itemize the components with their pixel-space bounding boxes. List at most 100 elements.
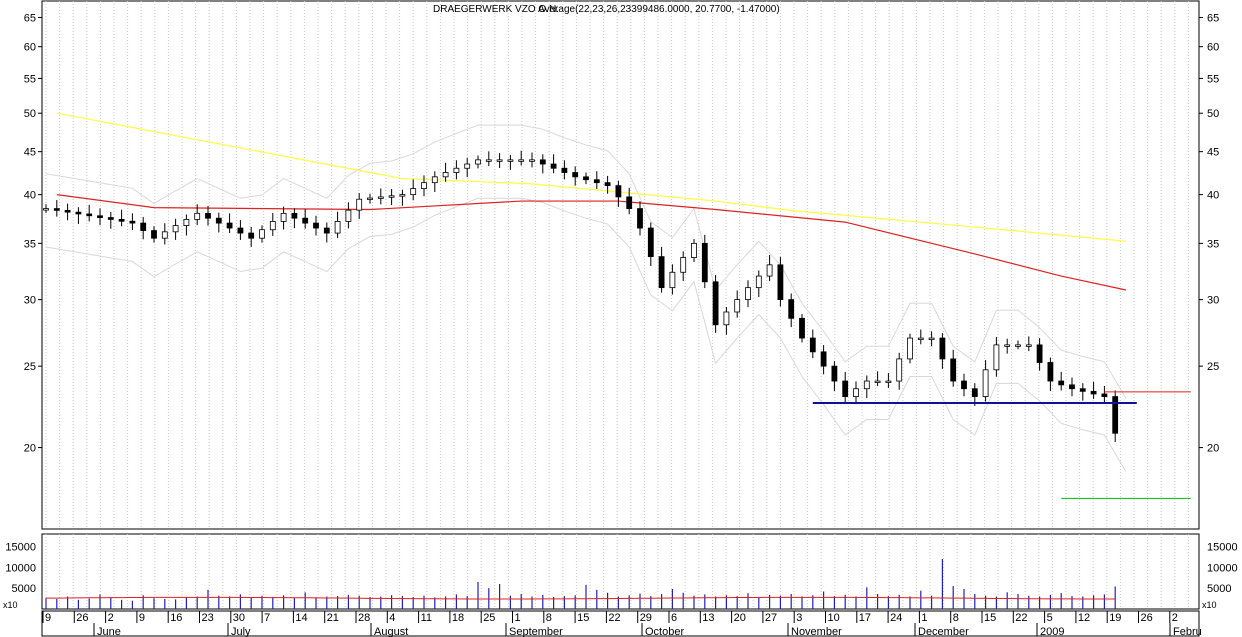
candle-body: [226, 222, 233, 229]
candle-body: [183, 219, 190, 226]
candle-body: [1036, 344, 1043, 363]
candle-body: [593, 179, 600, 184]
candle-body: [961, 380, 967, 390]
price-tick-label-left: 65: [24, 12, 36, 24]
month-tick-label: Febru: [1173, 626, 1202, 637]
candlesticks: [43, 150, 1119, 442]
day-tick-label: 21: [327, 612, 339, 624]
day-tick-label: 10: [828, 612, 840, 624]
candle-body: [1025, 344, 1032, 347]
price-tick-label-right: 35: [1207, 238, 1219, 250]
panel-frames: [41, 0, 1200, 637]
price-tick-label-right: 45: [1207, 147, 1219, 159]
price-tick-label-right: 60: [1207, 42, 1219, 54]
candle-body: [485, 159, 492, 162]
day-tick-label: 14: [295, 612, 307, 624]
day-tick-label: 15: [577, 612, 589, 624]
candle-body: [691, 242, 697, 258]
day-tick-label: 7: [264, 612, 270, 624]
price-tick-label-right: 40: [1207, 190, 1219, 202]
price-tick-label-right: 20: [1207, 443, 1219, 455]
volume-tick-label-right: 10000: [1207, 562, 1238, 574]
candle-body: [993, 344, 1000, 371]
day-tick-label: 8: [953, 612, 959, 624]
candle-body: [431, 176, 438, 184]
candle-body: [518, 159, 525, 162]
candle-body: [107, 217, 114, 220]
month-tick-label: July: [231, 626, 251, 637]
candle-body: [658, 256, 665, 289]
candle-body: [237, 227, 244, 234]
candle-body: [53, 208, 60, 211]
day-tick-label: 26: [1141, 612, 1153, 624]
candle-body: [1079, 388, 1086, 392]
month-tick-label: December: [918, 626, 969, 637]
candle-body: [583, 176, 589, 181]
day-tick-label: 23: [202, 612, 214, 624]
price-tick-label-left: 40: [24, 190, 36, 202]
envelope-bands: [45, 124, 1127, 472]
candle-body: [550, 163, 557, 169]
candle-body: [464, 163, 471, 169]
price-tick-label-left: 25: [24, 361, 36, 373]
day-tick-label: 29: [640, 612, 652, 624]
month-tick-label: November: [791, 626, 842, 637]
candle-body: [1047, 362, 1054, 382]
candle-body: [129, 220, 136, 224]
candle-body: [1101, 393, 1108, 397]
candle-body: [734, 299, 741, 313]
price-panel-frame: [41, 0, 1200, 530]
day-tick-label: 1: [515, 612, 521, 624]
candle-body: [86, 213, 93, 217]
candle-body: [1015, 344, 1021, 347]
candle-body: [680, 257, 687, 273]
vertical-grid: [45, 1, 1189, 609]
candle-body: [917, 337, 924, 340]
candle-body: [399, 194, 406, 197]
candle-body: [863, 380, 870, 390]
price-tick-label-left: 45: [24, 147, 36, 159]
chart-title: DRAEGERWERK VZO O.N.: [433, 4, 559, 15]
day-tick-label: 2: [1172, 612, 1178, 624]
candle-body: [712, 281, 719, 326]
candle-body: [626, 196, 633, 209]
price-tick-label-right: 50: [1207, 108, 1219, 120]
candle-body: [496, 159, 503, 162]
candle-body: [140, 222, 147, 231]
price-axis: 20 20 25 25 30 30 35 35 40 40 45 45 50 50 55 55 60 60 65 65: [24, 12, 1220, 454]
moving-averages: [56, 112, 1127, 291]
day-tick-label: 20: [734, 612, 746, 624]
volume-average-line: [45, 596, 1116, 600]
candle-body: [442, 172, 449, 178]
candle-body: [1069, 384, 1075, 390]
candle-body: [1090, 390, 1097, 395]
day-tick-label: 12: [1078, 612, 1090, 624]
day-tick-label: 4: [389, 612, 395, 624]
month-tick-label: August: [374, 626, 408, 637]
day-tick-label: 1: [921, 612, 927, 624]
candle-body: [410, 188, 417, 196]
candle-body: [259, 229, 265, 239]
candle-body: [323, 227, 330, 234]
price-tick-label-right: 65: [1207, 12, 1219, 24]
month-tick-label: October: [645, 626, 684, 637]
volume-unit-label-right: x10: [1202, 600, 1217, 610]
candle-body: [302, 217, 309, 224]
day-tick-label: 6: [671, 612, 677, 624]
candle-body: [723, 311, 730, 326]
upper-band: [45, 124, 1127, 399]
candle-body: [194, 212, 201, 220]
day-tick-label: 22: [608, 612, 620, 624]
candle-body: [907, 337, 913, 360]
volume-panel-frame: [41, 533, 1200, 610]
price-tick-label-right: 25: [1207, 361, 1219, 373]
candle-body: [161, 231, 168, 239]
candle-body: [151, 230, 157, 239]
day-tick-label: 26: [76, 612, 88, 624]
candle-body: [539, 159, 546, 165]
candle-body: [205, 212, 211, 219]
candle-body: [1004, 344, 1011, 347]
candle-body: [939, 337, 946, 360]
day-tick-label: 13: [702, 612, 714, 624]
candle-body: [453, 167, 460, 173]
